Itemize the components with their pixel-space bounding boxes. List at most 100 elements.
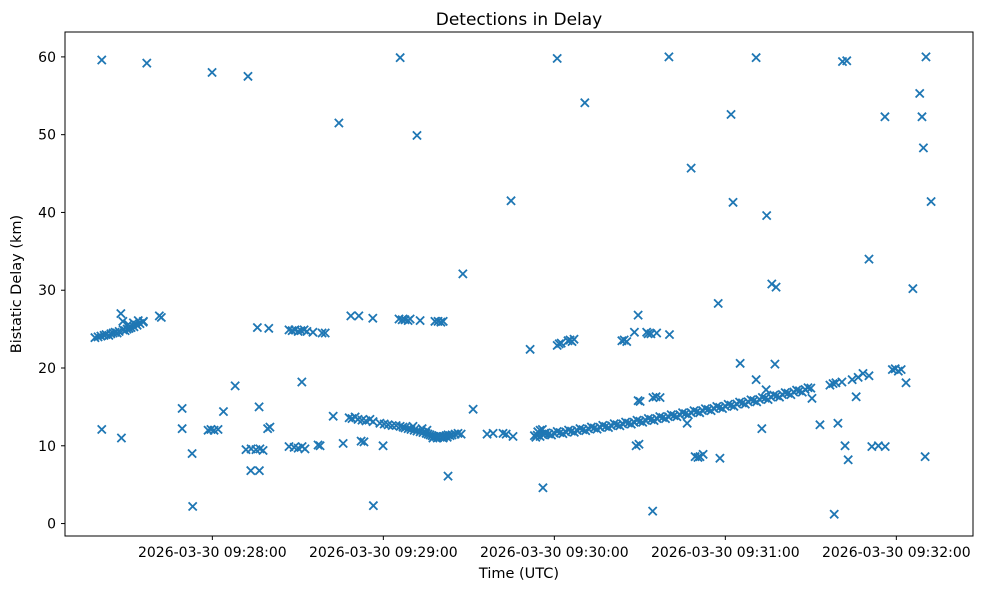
data-point-marker xyxy=(629,327,640,337)
data-point-marker xyxy=(97,424,107,435)
data-point-marker xyxy=(156,312,167,323)
data-point-marker xyxy=(643,329,653,339)
data-point-marker xyxy=(694,407,705,418)
data-point-marker xyxy=(116,433,127,443)
data-point-marker xyxy=(751,374,761,385)
data-point-marker xyxy=(541,428,551,438)
data-point-marker xyxy=(615,421,625,431)
data-point-marker xyxy=(851,392,861,402)
data-point-marker xyxy=(648,392,658,403)
data-point-marker xyxy=(603,422,614,433)
data-point-marker xyxy=(586,422,597,432)
data-point-marker xyxy=(97,55,107,65)
data-point-marker xyxy=(552,53,562,64)
data-point-marker xyxy=(609,419,619,429)
data-point-marker xyxy=(635,396,645,407)
data-point-marker xyxy=(686,163,696,173)
data-point-marker xyxy=(901,378,911,388)
data-point-marker xyxy=(858,368,868,379)
data-point-marker xyxy=(864,371,874,381)
data-point-marker xyxy=(761,385,771,395)
data-point-marker xyxy=(698,449,708,460)
data-point-marker xyxy=(729,401,739,412)
data-point-marker xyxy=(187,448,197,459)
data-point-marker xyxy=(771,282,781,292)
data-point-marker xyxy=(726,109,736,120)
chart-title: Detections in Delay xyxy=(436,10,603,30)
data-point-marker xyxy=(843,455,853,465)
data-point-marker xyxy=(142,58,152,68)
data-point-marker xyxy=(300,444,310,454)
x-tick-label: 2026-03-30 09:31:00 xyxy=(651,545,800,561)
data-point-marker xyxy=(712,401,722,412)
data-point-marker xyxy=(847,374,857,385)
x-tick-label: 2026-03-30 09:30:00 xyxy=(480,545,629,561)
data-point-marker xyxy=(917,112,927,122)
data-point-marker xyxy=(806,383,816,393)
data-point-marker xyxy=(408,421,418,432)
data-point-marker xyxy=(213,424,223,435)
data-point-marker xyxy=(118,316,128,327)
data-point-marker xyxy=(218,406,229,417)
data-point-marker xyxy=(580,98,590,108)
data-point-marker xyxy=(317,328,327,338)
data-point-marker xyxy=(378,441,388,451)
data-point-marker xyxy=(558,428,568,439)
data-point-marker xyxy=(664,329,675,340)
data-point-marker xyxy=(655,411,665,422)
data-point-marker xyxy=(634,439,644,449)
data-point-marker xyxy=(829,509,839,519)
data-point-marker xyxy=(498,428,508,439)
data-point-marker xyxy=(880,112,890,122)
data-point-marker xyxy=(761,210,772,221)
data-point-marker xyxy=(346,311,356,321)
data-point-marker xyxy=(655,392,665,403)
data-point-marker xyxy=(598,420,608,431)
data-point-marker xyxy=(780,387,790,398)
data-point-marker xyxy=(880,441,890,452)
data-point-marker xyxy=(896,364,906,375)
data-point-marker xyxy=(320,328,330,338)
data-point-marker xyxy=(556,338,566,348)
data-point-marker xyxy=(715,453,725,463)
data-point-marker xyxy=(264,323,274,334)
data-point-marker xyxy=(177,423,187,434)
data-point-marker xyxy=(506,196,516,206)
data-point-marker xyxy=(177,403,187,414)
y-tick-label: 10 xyxy=(38,439,56,455)
data-point-marker xyxy=(920,451,930,462)
data-point-marker xyxy=(643,413,654,424)
data-point-marker xyxy=(535,431,545,442)
data-point-marker xyxy=(546,430,557,440)
data-point-marker xyxy=(840,441,850,451)
data-point-marker xyxy=(488,428,498,439)
data-point-marker xyxy=(552,426,562,437)
y-tick-label: 20 xyxy=(38,361,56,377)
data-point-marker xyxy=(908,283,918,294)
data-point-marker xyxy=(647,506,658,516)
data-point-marker xyxy=(807,393,817,404)
data-point-marker xyxy=(297,377,307,387)
y-tick-label: 0 xyxy=(47,517,56,533)
data-point-marker xyxy=(443,471,453,481)
data-point-marker xyxy=(128,318,139,328)
data-point-marker xyxy=(683,410,694,420)
data-point-marker xyxy=(592,424,602,434)
data-point-marker xyxy=(354,311,364,321)
data-point-marker xyxy=(436,317,446,327)
data-point-marker xyxy=(631,441,641,451)
data-point-marker xyxy=(405,314,415,324)
data-point-marker xyxy=(751,397,762,407)
axes-frame xyxy=(64,31,974,537)
data-point-marker xyxy=(926,196,936,207)
data-point-marker xyxy=(569,334,579,344)
data-point-marker xyxy=(359,437,369,447)
data-point-marker xyxy=(864,254,874,264)
data-point-marker xyxy=(508,431,518,442)
data-point-marker xyxy=(713,298,723,309)
data-point-marker xyxy=(918,143,929,153)
data-point-marker xyxy=(757,392,768,403)
data-point-marker xyxy=(828,378,838,389)
data-point-marker xyxy=(254,465,265,476)
